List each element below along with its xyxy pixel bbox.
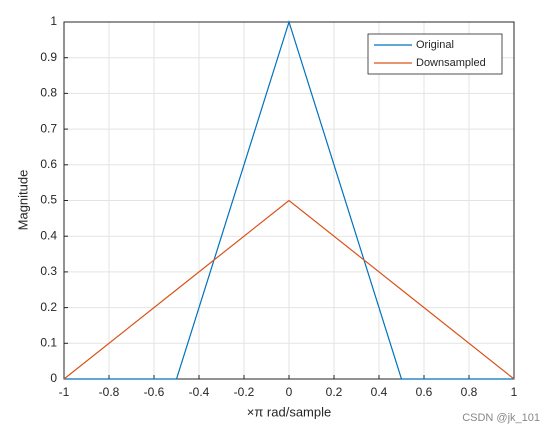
legend-label: Original [416,39,454,51]
y-tick-label: 0.7 [40,121,57,135]
y-tick-label: 0.1 [40,335,57,349]
x-tick-label: 0.2 [326,385,343,399]
y-tick-label: 0.5 [40,193,57,207]
x-tick-label: 0.8 [461,385,478,399]
x-tick-label: 0.4 [371,385,388,399]
y-tick-label: 0.3 [40,264,57,278]
x-tick-label: 1 [511,385,518,399]
x-tick-label: -0.6 [144,385,165,399]
x-tick-label: -1 [59,385,70,399]
legend-label: Downsampled [416,57,486,69]
legend: Original Downsampled [367,33,503,75]
series-line [63,199,515,380]
y-tick-label: 0.2 [40,300,57,314]
watermark: CSDN @jk_101 [462,412,540,424]
x-tick-label: -0.4 [189,385,210,399]
y-tick-label: 0.6 [40,157,57,171]
x-tick-label: -0.2 [234,385,255,399]
x-tick-label: 0.6 [416,385,433,399]
legend-box [367,33,503,75]
y-tick-label: 1 [50,14,57,28]
y-tick-label: 0.8 [40,86,57,100]
x-axis-label: ×π rad/sample [247,404,331,419]
y-tick-label: 0 [50,371,57,385]
x-tick-label: -0.8 [99,385,120,399]
series-line [64,20,514,380]
x-tick-label: 0 [286,385,293,399]
y-tick-label: 0.4 [40,228,57,242]
y-axis-label: Magnitude [15,170,30,231]
y-tick-label: 0.9 [40,50,57,64]
